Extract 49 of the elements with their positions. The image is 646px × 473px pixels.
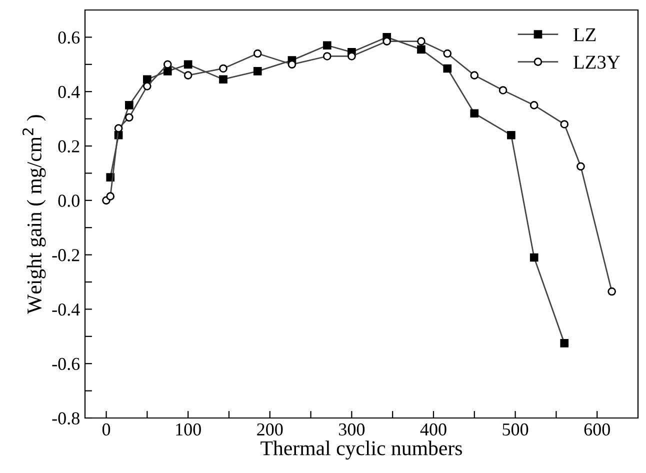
point [608,287,616,296]
y-tick-label: -0.4 [52,303,80,316]
y-tick-label: 0.0 [58,194,80,207]
point [560,120,569,128]
x-tick-label: 300 [339,423,365,436]
point [125,113,134,122]
point [184,71,192,80]
x-tick-label: 600 [584,423,610,436]
x-tick-label: 400 [420,423,446,436]
point [576,162,585,171]
point [106,192,115,200]
y-axis-title: Weight gain ( mg/cm$^{2}$ ) [22,115,46,314]
point [507,130,516,140]
x-tick-label: 200 [257,423,283,436]
point [219,64,228,73]
legend-label: LZ [574,28,596,42]
point [470,71,479,80]
point [530,253,538,262]
point [322,41,332,50]
point [114,124,123,132]
point [143,75,152,84]
x-tick-label: 0 [102,423,110,436]
point [163,60,172,69]
y-tick-label: 0.2 [58,140,80,153]
point [417,37,426,46]
x-axis-title: Thermal cyclic numbers [260,440,462,460]
point [219,75,228,84]
point [470,109,479,118]
y-tick-label: 0.4 [58,86,80,98]
point [443,49,452,58]
x-tick-label: 100 [176,423,201,436]
point [530,101,538,110]
point [322,52,332,60]
point [143,82,152,90]
point [253,49,262,58]
point [417,45,426,54]
legend-label: LZ3Y [574,56,620,69]
point [443,64,452,73]
point [184,60,192,69]
y-tick-label: -0.2 [52,249,80,262]
point [253,67,262,76]
point [125,101,134,110]
x-tick-label: 500 [502,423,528,436]
y-tick-label: -0.8 [52,412,80,425]
y-tick-label: -0.6 [52,358,80,370]
point [560,339,569,348]
y-tick-label: 0.6 [58,31,80,44]
point [163,67,172,76]
point [498,86,508,94]
